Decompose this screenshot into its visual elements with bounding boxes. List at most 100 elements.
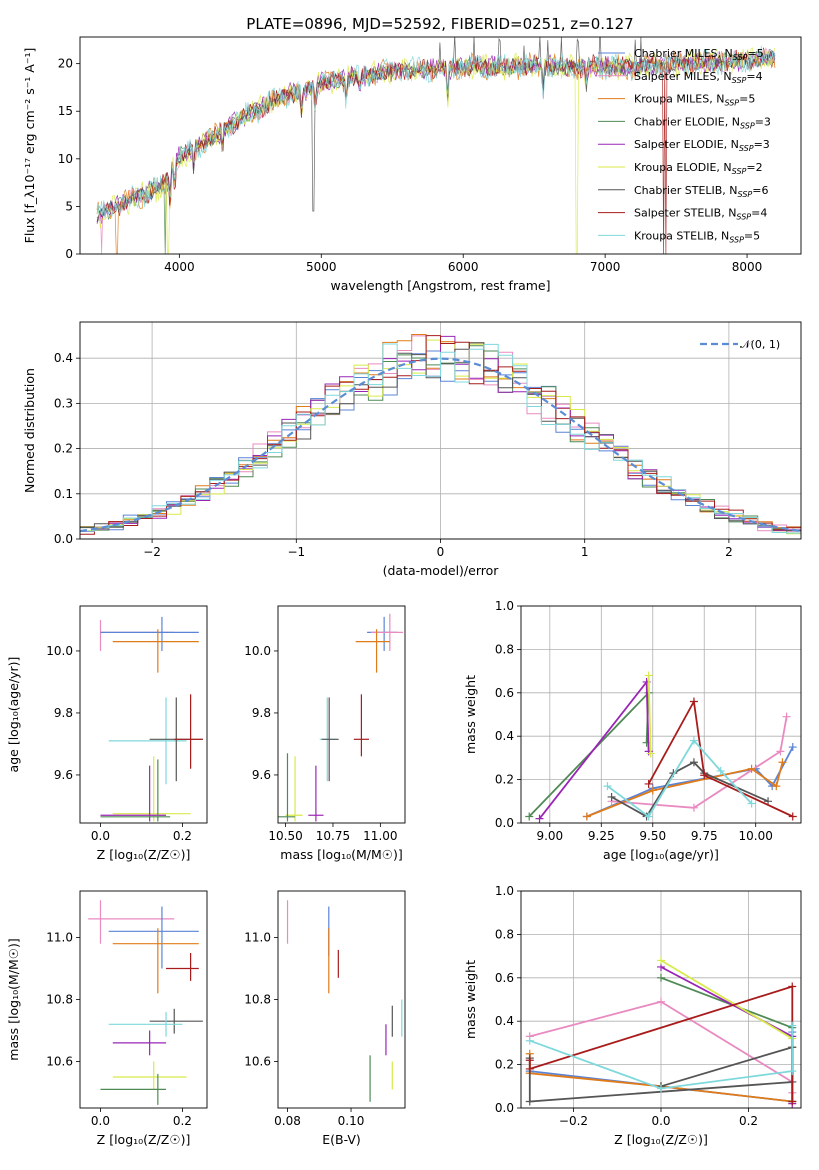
data-point [100,759,171,822]
y-tick-label: 10 [58,152,73,166]
plot-area [96,37,776,254]
y-tick-label: 9.6 [54,768,73,782]
data-point-marker [778,758,787,767]
data-point-marker [788,1097,797,1106]
x-tick-label: 0.10 [338,1114,365,1128]
legend-sub: SSP [739,144,754,153]
y-axis-label: Flux [f_λ10⁻¹⁷ erg cm⁻² s⁻¹ A⁻¹] [22,48,37,244]
legend-tail: =3 [754,138,770,151]
legend-tail: =2 [746,161,762,174]
x-tick-label: −1 [287,545,305,559]
data-point-marker [657,956,665,965]
data-point-marker [772,782,781,791]
axes-frame [79,321,802,540]
data-point-marker [788,982,797,991]
panel-age-vs-mass: 10.50 10.75 11.00 9.6 9.8 10.0 mass [log₁₀(M/M… [244,605,406,862]
data-point-marker [607,792,616,801]
data-point-marker [782,712,791,721]
y-tick-label: 1.0 [495,599,514,613]
legend-label: Kroupa ELODIE, N [634,161,732,174]
y-tick-label: 20 [58,57,73,71]
legend-tail: =5 [739,93,755,106]
data-point [367,616,398,651]
legend-entry: Salpeter ELODIE, NSSP=3 [634,138,770,153]
panel-mass-vs-EBV: 0.08 0.10 10.6 10.8 11.0 E(B-V) [244,890,406,1147]
legend-label: Chabrier MILES, N [634,47,733,60]
data-point-marker [642,738,651,747]
y-tick-label: 9.6 [252,768,271,782]
axes-frame [79,890,208,1109]
y-tick-label: 0.2 [495,773,514,787]
x-axis-label: (data-model)/error [383,563,500,578]
y-tick-label: 0.0 [54,532,73,546]
normal-reference-curve [80,357,801,533]
axes-frame [277,890,406,1109]
legend-sub: SSP [740,121,755,130]
data-point-marker [646,749,655,758]
x-axis-label: mass [log₁₀(M/M☉)] [280,847,402,862]
legend-label: Kroupa MILES, N [634,93,724,106]
legend-sub: SSP [733,53,748,62]
data-point [278,753,296,822]
data-point-marker [644,671,653,680]
y-tick-label: 10.0 [46,644,73,658]
legend-entry: Salpeter MILES, NSSP=4 [634,70,763,85]
data-point [108,1011,183,1037]
data-point-marker [525,1097,534,1106]
data-point-marker [648,786,657,795]
data-point-marker [716,766,725,775]
legend-sub: SSP [724,99,739,108]
legend-sub: SSP [736,213,751,222]
legend-entry: Chabrier STELIB, NSSP=6 [634,184,768,199]
data-point [370,613,404,651]
y-tick-label: 0 [65,247,73,261]
panel-spectrum: 4000 5000 6000 7000 8000 0 5 10 15 20 wavelength [… [22,36,802,293]
x-tick-label: 9.00 [536,829,563,843]
data-point [100,1073,167,1105]
data-point [355,629,390,673]
axes-frame [520,890,802,1109]
plot-area [80,334,801,535]
data-point-marker [689,697,698,706]
legend-label: Kroupa STELIB, N [634,229,729,242]
panel-weight-vs-Z: −0.2 0.0 0.2 0.0 0.2 0.4 0.6 0.8 1.0 Z [log₁₀(Z/Z… [463,884,802,1147]
x-tick-label: 5000 [306,260,337,274]
weight-line-chabrier-stelib [611,761,769,818]
y-tick-label: 0.3 [54,396,73,410]
y-tick-label: 0.2 [495,1058,514,1072]
data-point-marker [689,736,698,745]
data-point-marker [747,799,756,808]
legend-entry: Kroupa STELIB, NSSP=5 [634,229,760,244]
data-point-marker [644,779,653,788]
data-point-marker [689,758,698,767]
x-tick-label: 0.0 [91,1114,110,1128]
data-point [285,756,303,822]
x-tick-label: 0.2 [173,1114,192,1128]
weight-line-kroupa-elodie [647,675,652,754]
legend-label: Salpeter MILES, N [634,70,732,83]
x-tick-label: 10.00 [739,829,773,843]
x-axis-label: age [log₁₀(age/yr)] [603,847,719,862]
legend-entry: Kroupa ELODIE, NSSP=2 [634,161,763,176]
plot-area [525,956,797,1108]
legend-label: Chabrier ELODIE, N [634,115,740,128]
data-point [88,900,175,944]
data-point [100,616,199,651]
data-point-marker [525,1064,534,1073]
y-tick-label: 0.1 [54,487,73,501]
x-tick-label: 10.75 [316,829,350,843]
plot-area [525,671,797,823]
data-point [108,697,187,785]
y-tick-label: 5 [65,199,73,213]
x-axis-label: E(B-V) [322,1132,361,1147]
x-tick-label: 1 [581,545,589,559]
x-tick-label: 0.0 [651,1114,670,1128]
axes-frame [79,36,802,255]
legend-label: Chabrier STELIB, N [634,184,738,197]
x-tick-label: 8000 [732,260,763,274]
y-tick-label: 10.6 [46,1055,73,1069]
y-tick-label: 0.4 [495,1014,514,1028]
plot-area [286,900,403,1102]
panel-mass-vs-Z: 0.0 0.2 10.6 10.8 11.0 Z [log₁₀(Z/Z☉)] mass [l… [6,890,208,1147]
